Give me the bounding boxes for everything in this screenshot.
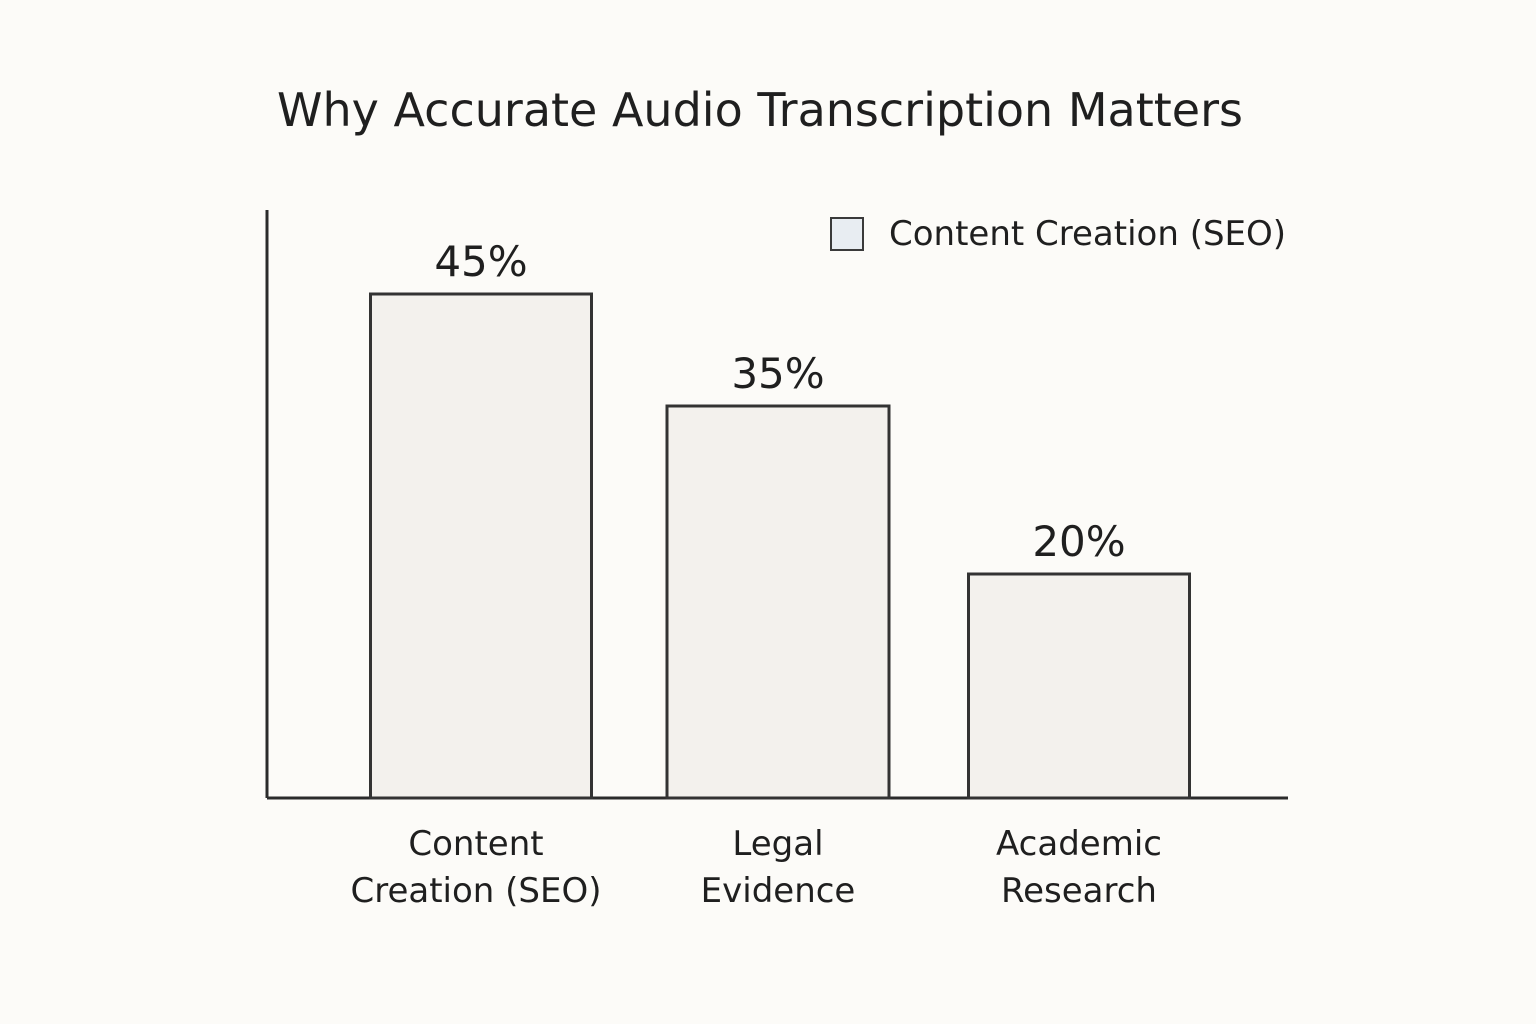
category-label-0-line-0: Content [408, 824, 543, 864]
value-labels-group: 45% 35% 20% [434, 237, 1125, 566]
bar-value-label-0: 45% [434, 237, 527, 286]
bar-1 [665, 404, 891, 800]
legend-label: Content Creation (SEO) [889, 214, 1286, 254]
legend: Content Creation (SEO) [830, 214, 1286, 254]
bar-2 [967, 572, 1191, 800]
legend-swatch [830, 217, 864, 251]
category-label-1-line-1: Evidence [701, 871, 856, 911]
chart-title: Why Accurate Audio Transcription Matters [277, 83, 1243, 137]
category-label-2-line-0: Academic [996, 824, 1162, 864]
bar-0 [369, 292, 593, 800]
bars-group [369, 292, 1191, 800]
bar-value-label-2: 20% [1032, 517, 1125, 566]
category-labels-group: Content Creation (SEO) Legal Evidence Academ… [350, 824, 1161, 911]
category-label-0-line-1: Creation (SEO) [350, 871, 601, 911]
category-label-2-line-1: Research [1001, 871, 1157, 911]
bar-value-label-1: 35% [731, 349, 824, 398]
category-label-1-line-0: Legal [732, 824, 823, 864]
